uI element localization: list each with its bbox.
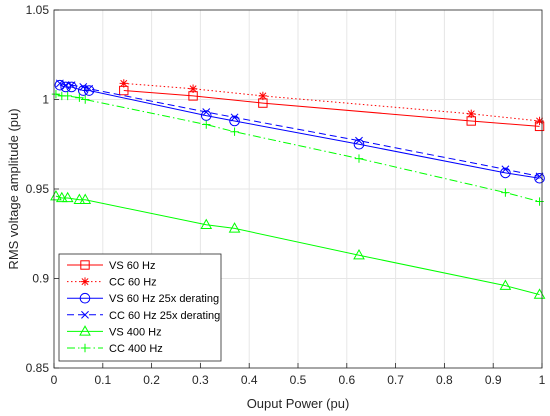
legend-marker — [80, 343, 90, 353]
y-tick-label: 0.95 — [26, 182, 50, 196]
legend-marker — [79, 292, 91, 304]
legend-item: VS 60 Hz 25x derating — [67, 292, 219, 305]
legend-label: VS 400 Hz — [109, 326, 162, 338]
data-point — [61, 191, 74, 203]
data-point — [119, 79, 128, 88]
x-tick-label: 0.6 — [338, 373, 355, 387]
legend-item: CC 60 Hz 25x derating — [67, 310, 220, 322]
y-axis-ticks: 0.85 0.9 0.95 1 1.05 — [26, 3, 59, 375]
data-point — [230, 113, 239, 122]
legend-item: VS 60 Hz — [67, 260, 155, 272]
series-layer — [50, 79, 546, 299]
data-point — [51, 89, 61, 99]
x-tick-label: 0.9 — [485, 373, 502, 387]
y-tick-label: 1.05 — [26, 3, 50, 17]
series-line — [59, 82, 540, 177]
x-tick-label: 0.2 — [143, 373, 160, 387]
x-tick-label: 0.1 — [94, 373, 111, 387]
data-point — [83, 85, 95, 96]
data-point — [499, 279, 512, 290]
legend-marker — [81, 310, 89, 319]
data-point — [258, 91, 268, 101]
series-cc-400-hz — [51, 89, 544, 206]
data-point — [63, 91, 72, 101]
data-point — [355, 136, 363, 145]
x-tick-label: 0.4 — [241, 373, 258, 387]
data-point — [230, 127, 239, 136]
legend-label: CC 400 Hz — [109, 343, 163, 355]
y-tick-label: 0.85 — [26, 361, 50, 375]
y-axis-label: RMS voltage amplitude (pu) — [6, 108, 21, 269]
series-line — [123, 90, 540, 127]
data-point — [79, 193, 92, 204]
legend-item: CC 60 Hz — [67, 277, 157, 289]
data-point — [501, 188, 510, 197]
x-axis-ticks: 0 0.1 0.2 0.3 0.4 0.5 0.6 0.7 0.8 0.9 1 — [51, 363, 546, 387]
data-point — [534, 172, 545, 184]
legend-label: VS 60 Hz — [109, 260, 155, 272]
data-point — [467, 109, 476, 119]
x-tick-label: 1 — [539, 373, 546, 387]
legend-marker — [79, 325, 91, 336]
data-point — [354, 154, 364, 163]
data-point — [85, 84, 94, 93]
data-point — [500, 167, 511, 179]
legend-label: CC 60 Hz — [109, 277, 157, 289]
data-point — [77, 85, 89, 96]
data-point — [81, 95, 90, 104]
data-point — [75, 93, 84, 102]
legend-marker — [80, 277, 90, 286]
x-tick-label: 0.8 — [436, 373, 453, 387]
series-vs-400-hz — [50, 189, 546, 299]
data-point — [79, 83, 88, 91]
data-point — [535, 116, 544, 126]
legend-item: VS 400 Hz — [67, 325, 162, 338]
y-tick-label: 0.9 — [32, 272, 49, 286]
data-point — [202, 108, 211, 116]
data-point — [200, 218, 213, 229]
data-point — [228, 222, 241, 233]
legend-label: CC 60 Hz 25x derating — [109, 310, 220, 322]
data-point — [188, 84, 198, 93]
data-point — [229, 115, 240, 127]
data-point — [66, 81, 77, 93]
x-tick-label: 0.3 — [192, 373, 209, 387]
series-cc-60-hz — [119, 79, 544, 126]
legend: VS 60 Hz CC 60 Hz VS 60 Hz 25x derating CC … — [58, 253, 222, 362]
legend-label: VS 60 Hz 25x derating — [109, 293, 219, 305]
y-tick-label: 1 — [42, 93, 49, 107]
legend-marker — [80, 260, 90, 270]
data-point — [50, 189, 62, 201]
data-point — [60, 81, 72, 93]
data-point — [55, 191, 68, 203]
data-point — [202, 120, 211, 129]
x-tick-label: 0.5 — [290, 373, 307, 387]
legend-item: CC 400 Hz — [67, 343, 163, 355]
data-point — [61, 81, 70, 90]
data-point — [501, 165, 510, 174]
data-point — [353, 138, 365, 150]
x-tick-label: 0.7 — [387, 373, 404, 387]
legend-box — [58, 253, 222, 362]
x-axis-label: Ouput Power (pu) — [247, 396, 350, 411]
x-tick-label: 0 — [51, 373, 58, 387]
series-line — [59, 84, 540, 179]
data-point — [353, 249, 365, 260]
data-point — [55, 79, 64, 88]
data-point — [73, 193, 86, 204]
data-point — [67, 81, 76, 90]
